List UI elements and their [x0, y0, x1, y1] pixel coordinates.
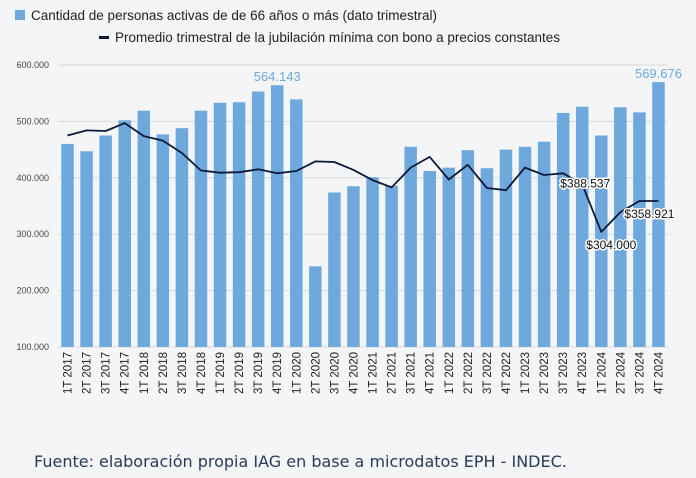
- bar: [309, 266, 322, 347]
- x-tick-label: 1T 2022: [444, 352, 456, 394]
- bar: [385, 185, 398, 347]
- x-tick-label: 3T 2024: [634, 351, 646, 394]
- bar: [423, 171, 436, 347]
- x-tick-label: 3T 2019: [253, 352, 265, 394]
- bar: [61, 143, 74, 347]
- bar: [80, 151, 93, 347]
- bar: [118, 120, 131, 347]
- bar: [99, 135, 112, 347]
- x-tick-label: 2T 2020: [310, 352, 322, 394]
- x-tick-label: 1T 2023: [520, 352, 532, 394]
- x-tick-label: 3T 2018: [177, 352, 189, 394]
- source-footer: Fuente: elaboración propia IAG en base a…: [34, 452, 567, 471]
- x-tick-label: 1T 2018: [139, 352, 151, 394]
- bar: [595, 135, 608, 347]
- bar: [347, 186, 360, 347]
- x-tick-label: 1T 2017: [63, 352, 75, 394]
- x-tick-label: 2T 2017: [82, 352, 94, 394]
- x-tick-label: 3T 2022: [482, 352, 494, 394]
- bar: [575, 106, 589, 348]
- x-tick-label: 4T 2024: [653, 351, 665, 394]
- x-tick-label: 4T 2019: [272, 352, 284, 394]
- legend-line-swatch: [99, 36, 109, 39]
- x-tick-label: 1T 2019: [215, 352, 227, 394]
- legend-bar-swatch: [15, 10, 25, 20]
- bar: [480, 168, 494, 347]
- bar: [194, 110, 208, 348]
- x-tick-label: 3T 2021: [406, 352, 418, 394]
- x-tick-label: 2T 2024: [615, 351, 627, 394]
- x-tick-label: 2T 2019: [234, 352, 246, 394]
- bar: [633, 112, 646, 347]
- bar: [270, 85, 284, 347]
- data-label: $304.000: [586, 238, 636, 252]
- bar: [232, 102, 246, 347]
- y-tick-label: 600.000: [16, 60, 49, 70]
- data-label-halo: $388.537: [560, 176, 610, 190]
- legend-line-label: Promedio trimestral de la jubilación mín…: [115, 30, 560, 45]
- x-tick-label: 4T 2023: [577, 352, 589, 394]
- bar: [537, 141, 551, 347]
- x-tick-label: 4T 2022: [501, 352, 513, 394]
- x-tick-label: 2T 2022: [463, 352, 475, 394]
- bar: [461, 150, 475, 347]
- data-label: $358.921: [624, 207, 674, 221]
- legend-bar-label: Cantidad de personas activas de de 66 añ…: [31, 8, 437, 23]
- x-tick-label: 4T 2021: [425, 352, 437, 394]
- data-label: 564.143: [254, 69, 301, 84]
- x-tick-label: 4T 2018: [196, 352, 208, 394]
- x-tick-label: 4T 2020: [348, 352, 360, 394]
- x-tick-label: 1T 2021: [368, 352, 380, 394]
- bar: [137, 110, 151, 348]
- bar: [518, 146, 532, 347]
- x-tick-label: 1T 2024: [596, 351, 608, 394]
- y-tick-label: 100.000: [16, 342, 49, 352]
- bar: [328, 192, 341, 347]
- data-label-halo: $304.000: [586, 238, 636, 252]
- data-label: $388.537: [560, 176, 610, 190]
- bar: [614, 107, 627, 347]
- x-tick-label: 1T 2020: [291, 352, 303, 394]
- x-tick-label: 4T 2017: [120, 352, 132, 394]
- line-series: [67, 122, 659, 233]
- bar: [290, 99, 303, 348]
- bar: [652, 82, 665, 348]
- data-label: 569.676: [635, 66, 682, 81]
- y-tick-label: 500.000: [16, 116, 49, 126]
- bar: [156, 134, 170, 347]
- x-tick-label: 2T 2021: [387, 352, 399, 394]
- y-tick-label: 300.000: [16, 229, 49, 239]
- bar: [175, 128, 189, 347]
- bar: [251, 91, 265, 348]
- data-label-halo: $358.921: [624, 207, 674, 221]
- chart: 100.000 200.000 300.000 400.000 500.000 600.0…: [15, 8, 682, 394]
- bar: [366, 177, 379, 347]
- bar: [556, 112, 570, 347]
- bar: [404, 146, 417, 347]
- x-tick-label: 3T 2017: [101, 352, 113, 394]
- x-tick-label: 2T 2018: [158, 352, 170, 394]
- x-tick-label: 3T 2020: [329, 352, 341, 394]
- x-tick-label: 2T 2023: [539, 352, 551, 394]
- bar: [442, 167, 456, 347]
- y-tick-label: 200.000: [16, 286, 49, 296]
- bar: [499, 149, 513, 347]
- bar: [213, 102, 227, 348]
- y-tick-label: 400.000: [16, 173, 49, 183]
- x-tick-label: 3T 2023: [558, 352, 570, 394]
